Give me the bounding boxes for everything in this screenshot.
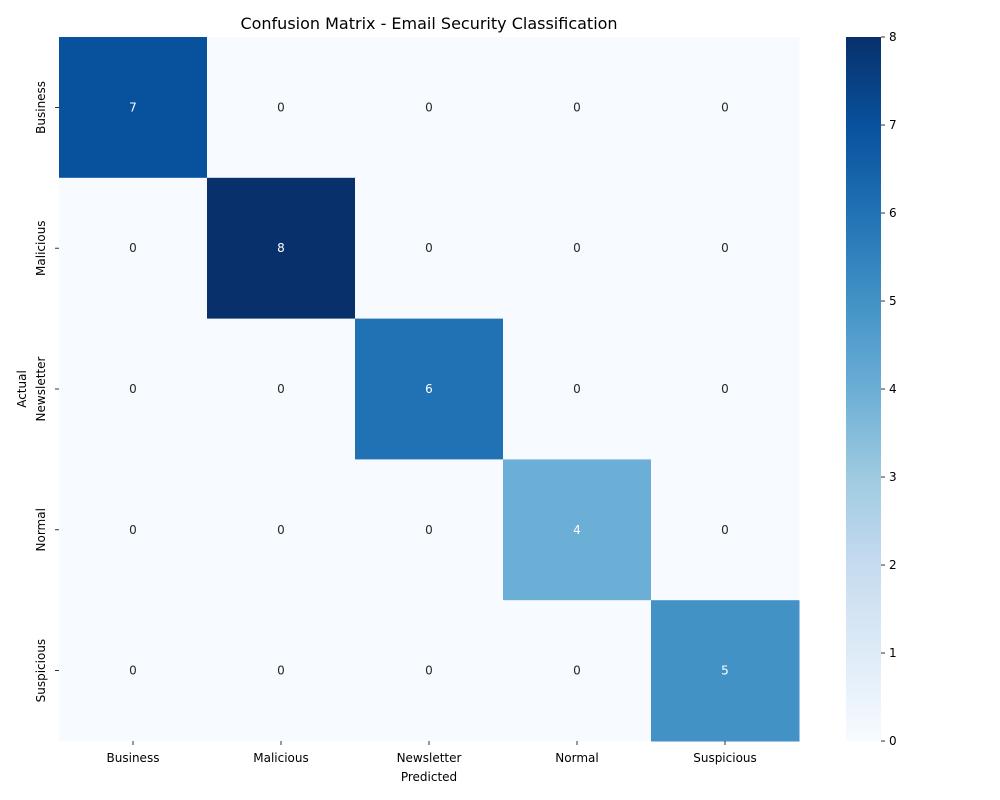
colorbar-tick-label: 5 (889, 294, 897, 308)
heatmap-cell (503, 177, 652, 320)
x-tick-label: Newsletter (397, 751, 462, 765)
cell-value-label: 0 (573, 664, 581, 678)
colorbar-gradient (846, 37, 881, 741)
heatmap-cell (207, 177, 356, 320)
cell-value-label: 0 (129, 241, 137, 255)
colorbar-tick-label: 7 (889, 118, 897, 132)
cell-value-label: 0 (573, 382, 581, 396)
cell-value-label: 0 (721, 523, 729, 537)
heatmap-cell (503, 37, 652, 179)
cell-value-label: 0 (129, 523, 137, 537)
heatmap-cells: 7 0 0 0 0 0 8 0 0 0 0 0 6 0 0 0 0 0 4 0 0 0 0 0 5 (59, 37, 800, 742)
heatmap-cell (651, 318, 800, 460)
y-axis-ticks: Business Malicious Newsletter Normal Suspici… (34, 81, 59, 702)
heatmap-cell (355, 600, 504, 742)
y-tick-label: Malicious (34, 220, 48, 276)
cell-value-label: 5 (721, 664, 729, 678)
x-tick-label: Business (107, 751, 160, 765)
colorbar-tick-label: 6 (889, 206, 897, 220)
heatmap-cell (59, 37, 208, 179)
heatmap-cell (207, 459, 356, 601)
heatmap-cell (651, 177, 800, 320)
cell-value-label: 0 (721, 241, 729, 255)
y-tick-label: Business (34, 81, 48, 134)
cell-value-label: 7 (129, 100, 137, 114)
x-axis-ticks: Business Malicious Newsletter Normal Suspici… (107, 741, 757, 765)
heatmap-cell (207, 600, 356, 742)
colorbar: 0 1 2 3 4 5 6 7 8 (846, 30, 897, 748)
x-tick-label: Normal (555, 751, 598, 765)
cell-value-label: 0 (277, 664, 285, 678)
cell-value-label: 0 (573, 241, 581, 255)
heatmap-cell (355, 318, 504, 460)
heatmap-cell (503, 459, 652, 601)
cell-value-label: 6 (425, 382, 433, 396)
cell-value-label: 0 (277, 100, 285, 114)
heatmap-cell (59, 177, 208, 320)
heatmap-cell (207, 318, 356, 460)
x-tick-label: Suspicious (693, 751, 757, 765)
heatmap-cell (59, 600, 208, 742)
cell-value-label: 0 (277, 523, 285, 537)
cell-value-label: 0 (129, 664, 137, 678)
colorbar-tick-label: 3 (889, 470, 897, 484)
cell-value-label: 0 (721, 382, 729, 396)
y-tick-label: Suspicious (34, 639, 48, 703)
heatmap-cell (59, 459, 208, 601)
heatmap-cell (355, 177, 504, 320)
cell-value-label: 4 (573, 523, 581, 537)
cell-value-label: 0 (277, 382, 285, 396)
heatmap-cell (355, 37, 504, 179)
heatmap-cell (207, 37, 356, 179)
cell-value-label: 0 (425, 664, 433, 678)
cell-value-label: 0 (573, 100, 581, 114)
colorbar-tick-label: 4 (889, 382, 897, 396)
cell-value-label: 8 (277, 241, 285, 255)
heatmap-cell (503, 318, 652, 460)
chart-title: Confusion Matrix - Email Security Classi… (240, 14, 617, 33)
cell-value-label: 0 (129, 382, 137, 396)
x-tick-label: Malicious (253, 751, 309, 765)
y-axis-label: Actual (15, 370, 29, 408)
colorbar-tick-label: 2 (889, 558, 897, 572)
heatmap-cell (59, 318, 208, 460)
colorbar-tick-label: 0 (889, 734, 897, 748)
cell-value-label: 0 (721, 100, 729, 114)
colorbar-tick-label: 1 (889, 646, 897, 660)
colorbar-tick-label: 8 (889, 30, 897, 44)
heatmap-cell (651, 600, 800, 742)
heatmap-cell (651, 37, 800, 179)
heatmap-cell (503, 600, 652, 742)
cell-value-label: 0 (425, 100, 433, 114)
cell-value-label: 0 (425, 523, 433, 537)
y-tick-label: Normal (34, 508, 48, 551)
heatmap-cell (355, 459, 504, 601)
y-tick-label: Newsletter (34, 357, 48, 422)
x-axis-label: Predicted (401, 770, 457, 784)
cell-value-label: 0 (425, 241, 433, 255)
heatmap-cell (651, 459, 800, 601)
